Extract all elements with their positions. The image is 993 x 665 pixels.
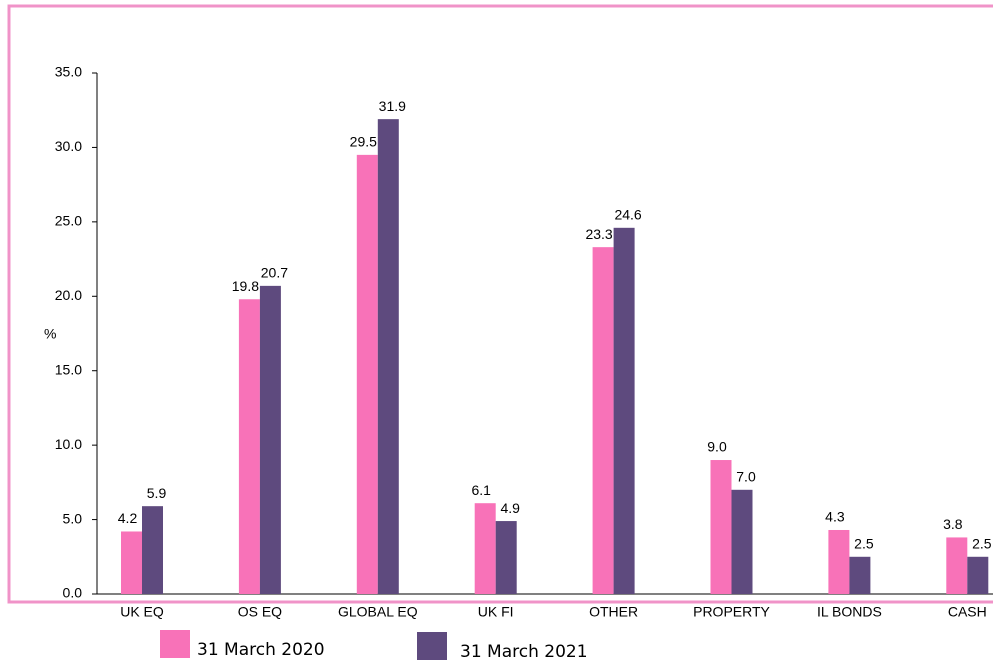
bar [731,489,753,594]
legend-label: 31 March 2020 [197,640,325,660]
x-tick-label: CASH [948,604,987,620]
data-label: 9.0 [707,439,727,455]
x-tick-label: PROPERTY [693,604,770,620]
legend-label: 31 March 2021 [460,642,588,662]
x-tick-label: UK EQ [120,604,164,620]
y-axis-label: % [44,326,56,342]
data-label: 3.8 [943,516,963,532]
data-label: 4.9 [500,500,520,516]
y-tick-label: 10.0 [55,436,82,452]
y-tick-label: 30.0 [55,138,82,154]
data-label: 29.5 [350,134,377,150]
data-label: 7.0 [736,469,756,485]
data-label: 4.3 [825,509,845,525]
bar [592,247,614,595]
bar [474,503,496,594]
data-label: 2.5 [854,535,874,551]
data-label: 23.3 [585,226,612,242]
frame [7,4,993,604]
x-tick-label: UK FI [478,604,514,620]
data-label: 6.1 [471,482,491,498]
data-label: 20.7 [261,265,288,281]
bar [356,154,378,594]
bar [259,285,281,594]
x-tick-label: IL BONDS [817,604,882,620]
bar [238,299,260,594]
bar [828,529,850,594]
legend-swatch [160,630,190,658]
data-label: 31.9 [379,98,406,114]
data-label: 19.8 [232,278,259,294]
bar [377,119,399,594]
bar [849,556,871,594]
data-label: 5.9 [147,485,167,501]
bar [710,460,732,594]
bar [946,537,968,594]
bar [967,556,989,594]
y-tick-label: 5.0 [63,510,83,526]
x-tick-label: OS EQ [238,604,282,620]
data-label: 2.5 [972,535,992,551]
legend-swatch [417,632,447,660]
x-tick-label: OTHER [589,604,638,620]
data-label: 4.2 [118,510,138,526]
x-tick-label: GLOBAL EQ [338,604,418,620]
y-tick-label: 25.0 [55,213,82,229]
data-label: 24.6 [614,207,641,223]
y-tick-label: 20.0 [55,287,82,303]
bar [121,531,142,594]
y-tick-label: 15.0 [55,361,82,377]
y-tick-label: 0.0 [63,585,83,601]
y-tick-label: 35.0 [55,64,82,80]
bar [142,506,163,594]
bar [613,227,635,594]
bar [495,521,517,594]
